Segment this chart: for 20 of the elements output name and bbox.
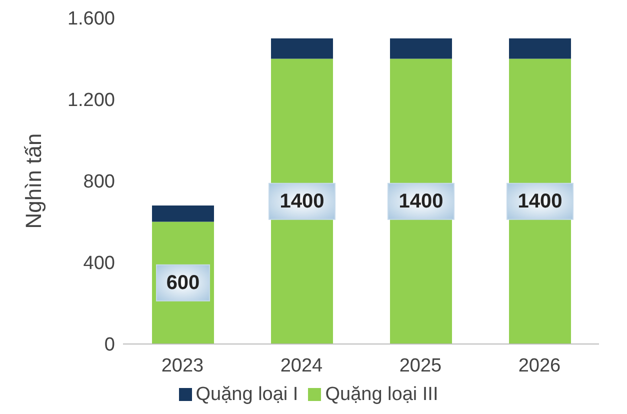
y-tick-label: 400 <box>83 253 115 274</box>
data-label: 1400 <box>398 190 444 212</box>
data-label: 600 <box>166 272 200 294</box>
legend-label: Quặng loại III <box>325 384 438 405</box>
bar <box>271 38 333 59</box>
x-tick-label: 2025 <box>399 355 442 376</box>
y-tick-label: 1.200 <box>67 90 115 112</box>
data-label: 1400 <box>280 190 324 212</box>
legend-label: Quặng loại I <box>196 384 298 405</box>
x-tick-label: 2023 <box>161 355 204 376</box>
y-tick-label: 0 <box>104 334 115 356</box>
x-tick-label: 2024 <box>280 355 324 376</box>
y-tick-label: 800 <box>83 172 115 193</box>
y-axis-title: Nghìn tấn <box>20 133 46 229</box>
data-label: 1400 <box>518 190 562 212</box>
bar <box>509 38 571 59</box>
y-tick-label: 1.600 <box>67 8 115 30</box>
bar <box>152 205 214 222</box>
bar <box>390 38 452 59</box>
x-tick-label: 2026 <box>518 355 561 376</box>
